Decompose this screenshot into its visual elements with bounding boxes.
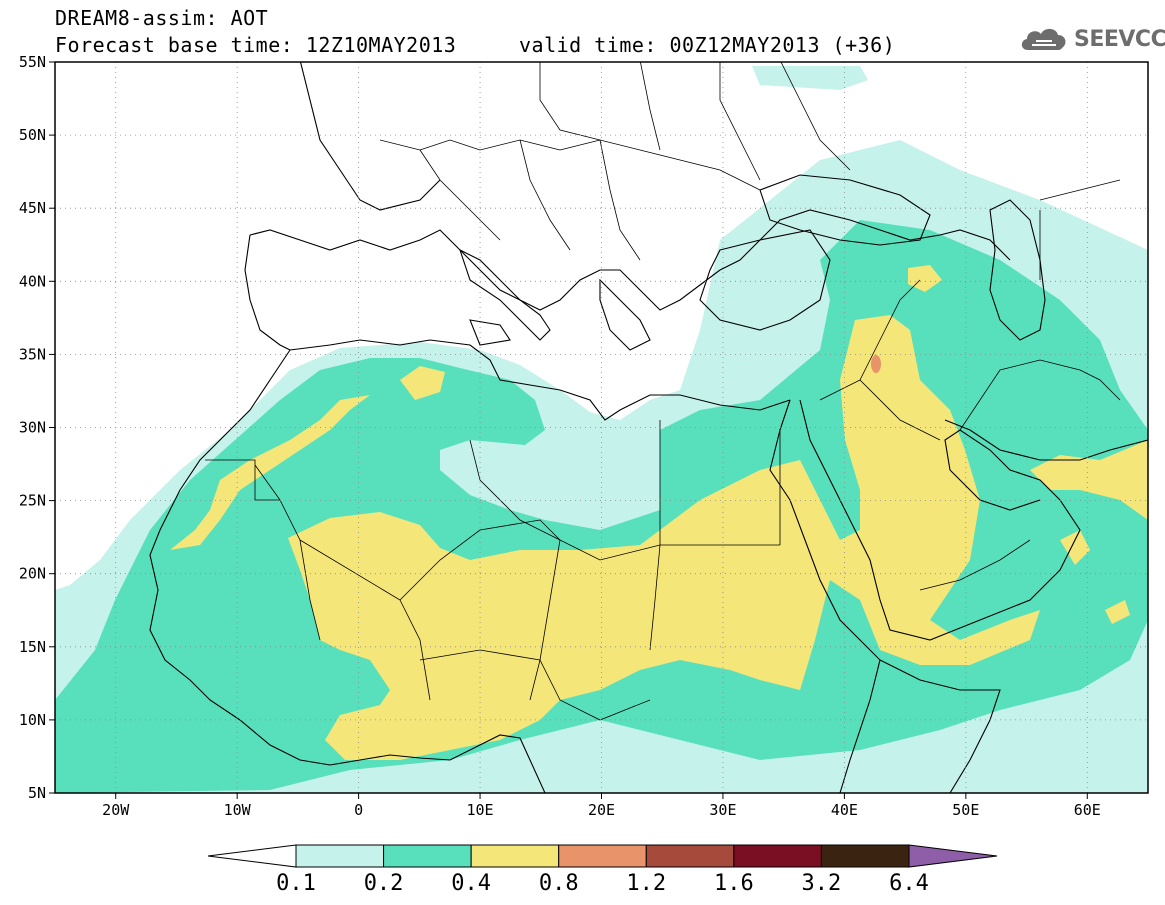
lat-tick-label: 10N — [19, 711, 46, 729]
colorbar-swatch — [470, 844, 560, 868]
colorbar-level-label: 1.6 — [714, 871, 754, 896]
lat-tick-label: 40N — [19, 272, 46, 290]
brand-name: SEEVCCC — [1074, 26, 1165, 52]
coastlines — [149, 62, 1148, 793]
lon-tick-label: 60E — [1074, 801, 1101, 819]
cloud-icon — [1021, 28, 1066, 50]
lon-tick-label: 0 — [354, 801, 363, 819]
lat-tick-label: 25N — [19, 492, 46, 510]
colorbar-level-label: 1.2 — [626, 871, 666, 896]
colorbar-swatch — [558, 844, 647, 868]
colorbar-swatch — [295, 844, 385, 868]
lat-tick-label: 45N — [19, 199, 46, 217]
lon-tick-label: 20W — [102, 801, 130, 819]
lon-tick-label: 20E — [588, 801, 615, 819]
forecast-time-line: Forecast base time: 12Z10MAY2013 valid t… — [55, 33, 896, 57]
colorbar-swatch — [645, 844, 735, 868]
lon-tick-label: 40E — [831, 801, 858, 819]
map-title: DREAM8-assim: AOT — [55, 6, 269, 30]
graticule — [55, 62, 1148, 793]
lat-tick-label: 20N — [19, 565, 46, 583]
brand-logo: SEEVCCC — [1018, 24, 1165, 54]
longitude-labels: 20W 10W 0 10E 20E 30E 40E 50E 60E — [102, 801, 1101, 819]
lat-tick-label: 30N — [19, 419, 46, 437]
colorbar-swatch — [383, 844, 472, 868]
colorbar-level-label: 0.4 — [451, 871, 491, 896]
lat-tick-label: 15N — [19, 638, 46, 656]
lat-tick-label: 35N — [19, 345, 46, 363]
lon-tick-label: 10E — [467, 801, 494, 819]
lat-tick-label: 5N — [28, 784, 46, 802]
lat-tick-label: 50N — [19, 126, 46, 144]
colorbar-level-label: 0.8 — [539, 871, 579, 896]
colorbar-legend — [207, 844, 998, 868]
axis-ticks — [49, 61, 1088, 799]
lon-tick-label: 50E — [952, 801, 979, 819]
lon-tick-label: 30E — [709, 801, 736, 819]
colorbar-swatch — [820, 844, 910, 868]
colorbar-level-label: 0.1 — [276, 871, 316, 896]
colorbar-level-label: 0.2 — [364, 871, 404, 896]
lat-tick-label: 55N — [19, 53, 46, 71]
colorbar-labels: 0.1 0.2 0.4 0.8 1.2 1.6 3.2 6.4 — [276, 871, 929, 896]
colorbar-level-label: 6.4 — [889, 871, 929, 896]
colorbar-max-arrow — [908, 844, 998, 868]
colorbar-min-arrow — [207, 844, 297, 868]
country-borders — [205, 62, 1121, 721]
aot-fill-0.8-1.2 — [871, 355, 881, 373]
lon-tick-label: 10W — [224, 801, 252, 819]
colorbar-swatch — [733, 844, 822, 868]
colorbar-level-label: 3.2 — [802, 871, 842, 896]
latitude-labels: 55N 50N 45N 40N 35N 30N 25N 20N 15N 10N 5N — [19, 53, 46, 802]
